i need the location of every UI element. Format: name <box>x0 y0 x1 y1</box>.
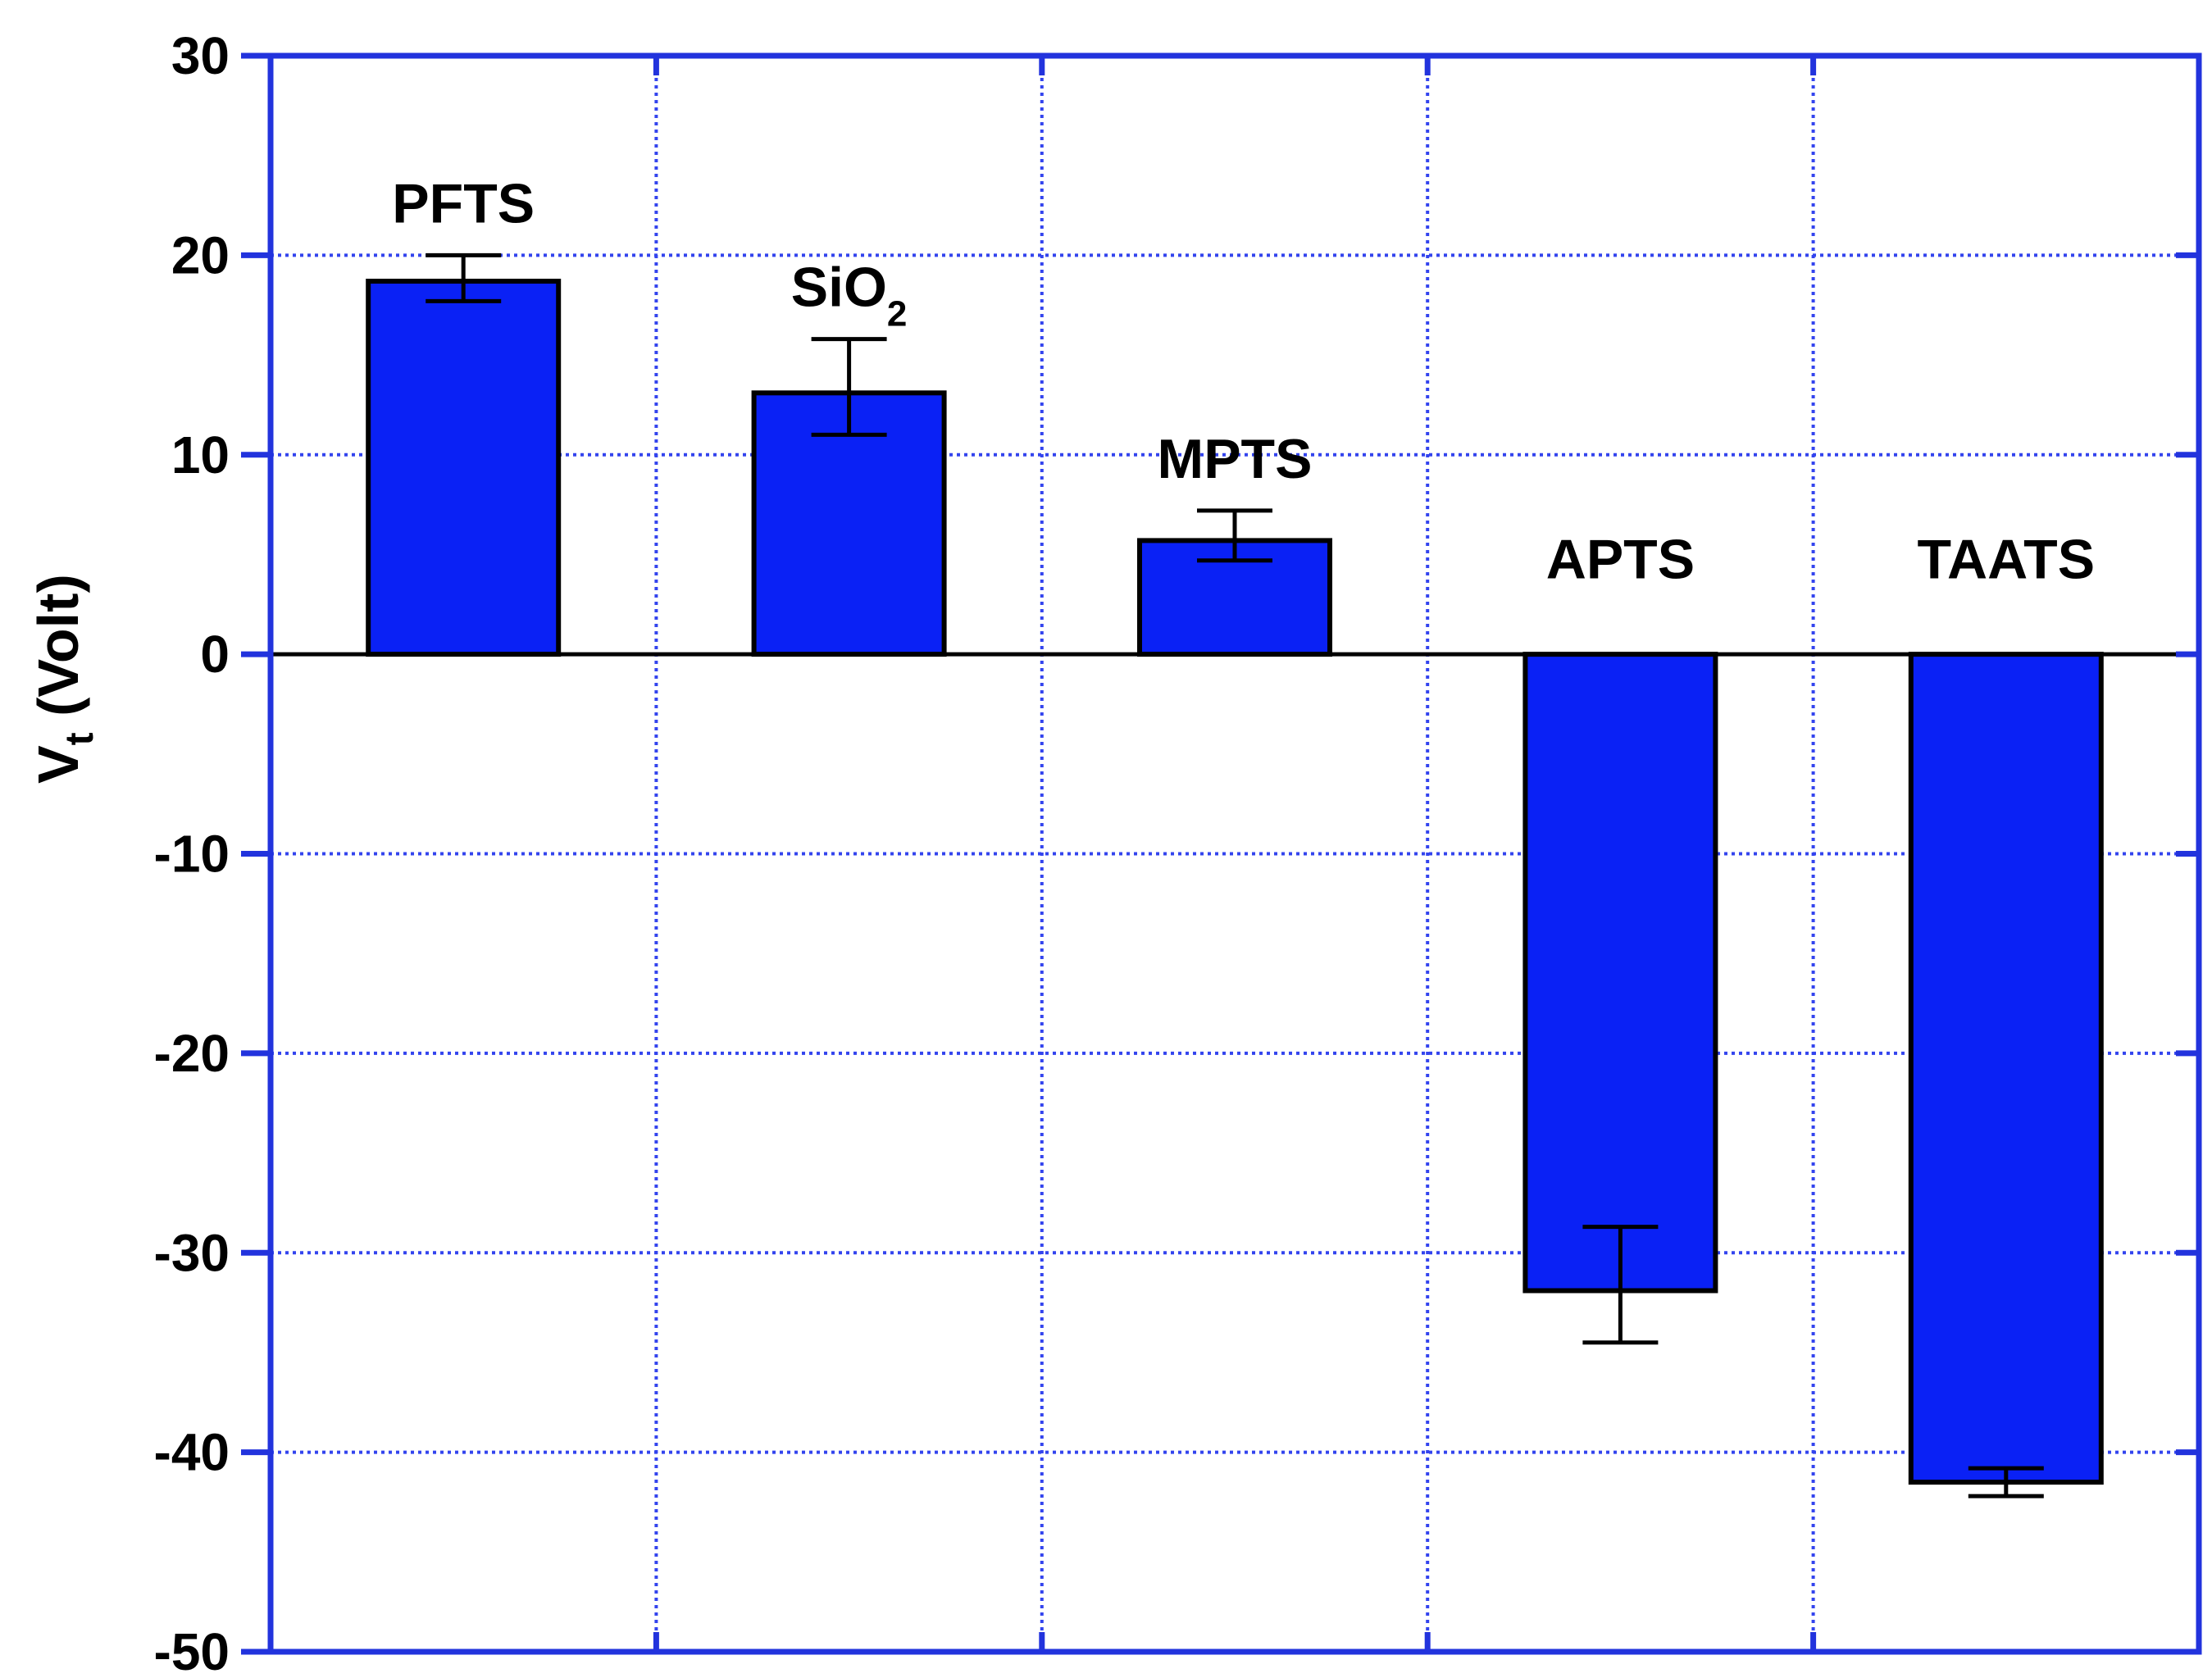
bar-pfts <box>366 279 562 657</box>
bar-labels: PFTS SiO2 MPTS APTS TAATS <box>392 172 2095 590</box>
grid-lines <box>271 56 2199 1652</box>
y-tick-label: -10 <box>154 825 230 884</box>
bar-label-mpts: MPTS <box>1158 428 1313 490</box>
bar-label-pfts: PFTS <box>392 172 535 234</box>
bar-label-sio2: SiO2 <box>791 257 908 334</box>
y-tick-label: -20 <box>154 1024 230 1083</box>
bar-taats <box>1908 652 2104 1485</box>
y-tick-label: -40 <box>154 1423 230 1482</box>
y-tick-label: -30 <box>154 1223 230 1282</box>
y-tick-label: 0 <box>200 625 230 684</box>
bars <box>271 252 2199 1498</box>
y-tick-label: 10 <box>171 425 230 484</box>
plot-frame <box>241 52 2202 1655</box>
y-tick-label: 20 <box>171 225 230 284</box>
y-tick-label: 30 <box>171 26 230 85</box>
plot-border <box>267 52 2202 1655</box>
y-tick-label: -50 <box>154 1622 230 1678</box>
y-axis-label: Vt (Volt) <box>26 574 102 784</box>
y-tick-labels: 30 20 10 0 -10 -20 -30 -40 -50 <box>154 26 230 1678</box>
bar-label-taats: TAATS <box>1918 529 2096 591</box>
bar-apts <box>1522 652 1718 1294</box>
bar-label-apts: APTS <box>1546 529 1695 591</box>
